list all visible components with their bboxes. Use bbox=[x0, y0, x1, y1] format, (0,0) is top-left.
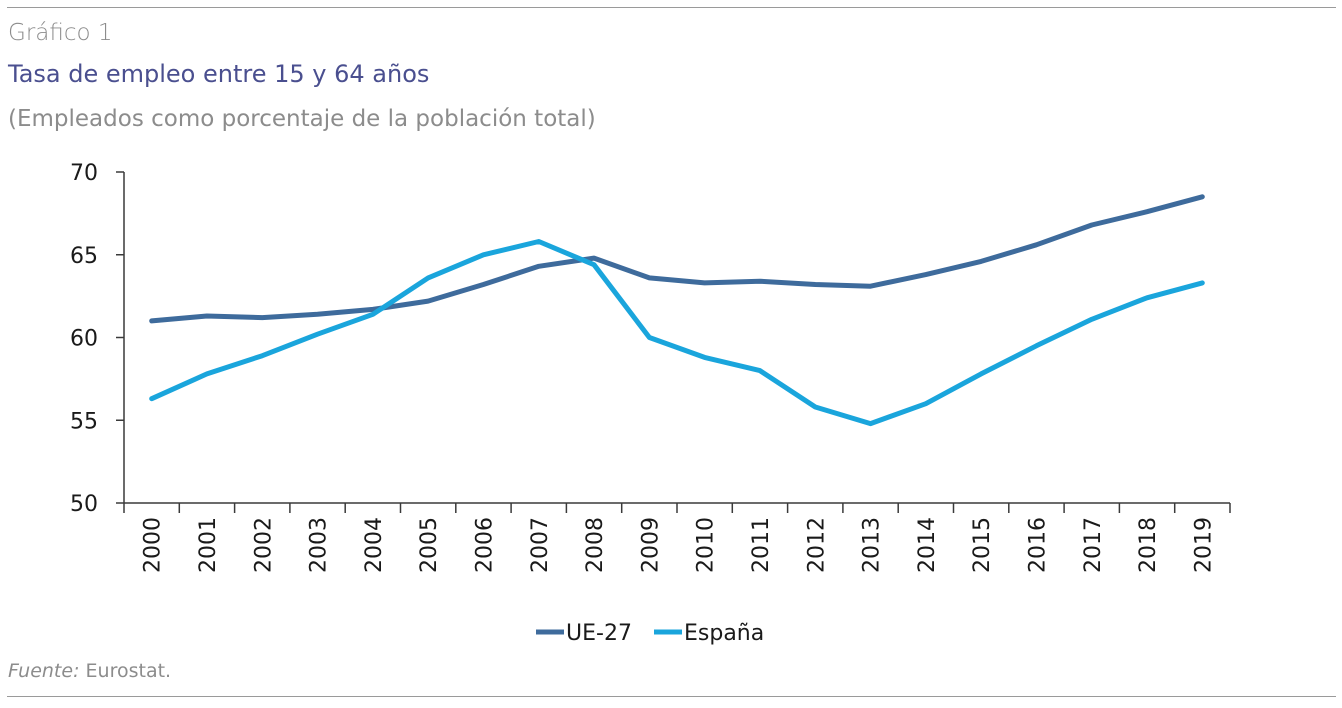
x-tick-label: 2011 bbox=[749, 517, 774, 573]
bottom-rule bbox=[7, 696, 1336, 697]
source-value: Eurostat. bbox=[79, 660, 172, 682]
series-line-1 bbox=[149, 239, 1205, 427]
x-tick-label: 2002 bbox=[251, 517, 276, 573]
x-tick-label: 2019 bbox=[1191, 517, 1216, 573]
y-tick-label: 55 bbox=[70, 409, 98, 434]
x-tick-label: 2016 bbox=[1025, 517, 1050, 573]
y-tick-label: 60 bbox=[70, 327, 98, 352]
x-tick-label: 2015 bbox=[970, 517, 995, 573]
legend: UE-27 España bbox=[536, 621, 764, 646]
x-tick-label: 2008 bbox=[583, 517, 608, 573]
series-lines bbox=[149, 194, 1205, 427]
series-line-0 bbox=[149, 194, 1205, 324]
x-tick-label: 2013 bbox=[860, 517, 885, 573]
chart-subtitle: (Empleados como porcentaje de la poblaci… bbox=[8, 106, 596, 132]
source-note: Fuente: Eurostat. bbox=[8, 660, 171, 682]
legend-label: España bbox=[684, 621, 764, 646]
x-tick-label: 2003 bbox=[307, 517, 332, 573]
x-tick-label: 2014 bbox=[915, 517, 940, 573]
x-tick-label: 2005 bbox=[417, 517, 442, 573]
x-tick-label: 2018 bbox=[1136, 517, 1161, 573]
y-tick-label: 70 bbox=[70, 161, 98, 186]
x-tick-label: 2007 bbox=[528, 517, 553, 573]
x-tick-label: 2009 bbox=[638, 517, 663, 573]
x-tick-label: 2012 bbox=[804, 517, 829, 573]
x-tick-label: 2006 bbox=[472, 517, 497, 573]
y-tick-label: 50 bbox=[70, 492, 98, 517]
x-tick-label: 2001 bbox=[196, 517, 221, 573]
x-axis: 2000 2001 2002 2003 2004 2005 2006 2007 2008 2009… bbox=[123, 502, 1231, 573]
top-rule bbox=[7, 7, 1336, 8]
chart-title: Tasa de empleo entre 15 y 64 años bbox=[8, 60, 430, 88]
x-tick-label: 2010 bbox=[694, 517, 719, 573]
y-tick-label: 65 bbox=[70, 244, 98, 269]
x-tick-label: 2004 bbox=[362, 517, 387, 573]
y-axis: 50 55 60 65 70 bbox=[70, 161, 125, 517]
chart-kicker: Gráfico 1 bbox=[8, 20, 113, 46]
source-label: Fuente: bbox=[8, 660, 80, 682]
legend-label: UE-27 bbox=[566, 621, 632, 646]
x-tick-label: 2017 bbox=[1081, 517, 1106, 573]
x-tick-label: 2000 bbox=[141, 517, 166, 573]
